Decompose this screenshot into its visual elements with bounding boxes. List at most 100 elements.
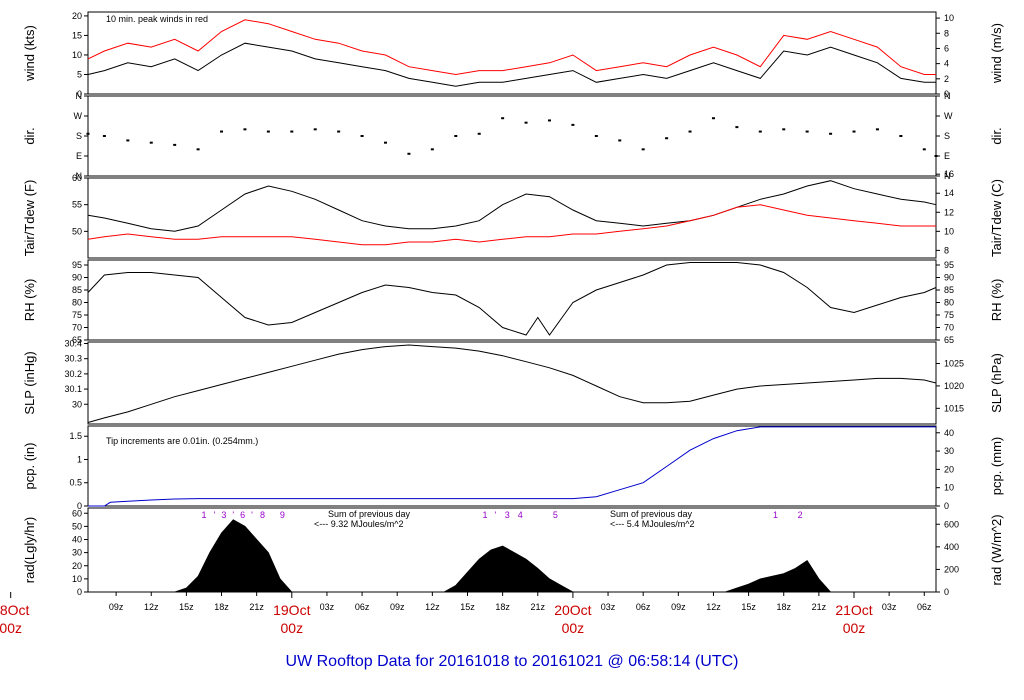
day-label-date: 18Oct (0, 602, 29, 618)
left-tick-label: 75 (72, 310, 82, 320)
direction-point (524, 121, 528, 124)
rain-tip-mark: 5 (553, 510, 558, 520)
left-axis-title: RH (%) (22, 279, 37, 322)
series-dir-0 (86, 117, 938, 157)
right-axis-title: RH (%) (989, 279, 1004, 322)
direction-point (196, 148, 200, 151)
direction-point (454, 135, 458, 137)
x-tick-label: 12z (144, 602, 159, 612)
left-tick-label: 0.5 (69, 478, 82, 488)
direction-point (571, 123, 575, 126)
right-tick-label: 1015 (944, 403, 964, 413)
right-tick-label: 85 (944, 285, 954, 295)
rain-tip-mark: 1 (483, 510, 488, 520)
rain-tip-mark: ' (495, 510, 497, 520)
right-axis-title: SLP (hPa) (989, 353, 1004, 413)
x-tick-label: 15z (741, 602, 756, 612)
right-tick-label: 200 (944, 564, 959, 574)
panel-frame-rh (87, 259, 937, 341)
left-axis-title: rad(Lgly/hr) (22, 517, 37, 583)
series-slp-0 (87, 344, 937, 423)
left-tick-label: 65 (72, 335, 82, 345)
left-tick-label: S (76, 131, 82, 141)
direction-point (360, 135, 364, 137)
right-axis-title: pcp. (mm) (989, 437, 1004, 496)
x-tick-label: 03z (320, 602, 335, 612)
left-tick-label: 60 (72, 173, 82, 183)
right-axis-title: Tair/Tdew (C) (989, 179, 1004, 257)
right-tick-label: N (944, 91, 951, 101)
left-tick-label: 80 (72, 298, 82, 308)
right-tick-label: 75 (944, 310, 954, 320)
left-tick-label: 0 (77, 587, 82, 597)
direction-point (290, 130, 294, 133)
direction-point (384, 141, 388, 144)
series-wind-1 (87, 19, 936, 76)
right-tick-label: 1020 (944, 381, 964, 391)
left-tick-label: 30.4 (64, 339, 82, 349)
left-tick-label: 55 (72, 200, 82, 210)
footer-title: UW Rooftop Data for 20161018 to 20161021… (286, 653, 739, 670)
direction-point (407, 152, 411, 155)
x-tick-label: 06z (636, 602, 651, 612)
series-wind-0 (87, 42, 936, 87)
day-label-time: 00z (281, 620, 304, 636)
right-tick-label: E (944, 151, 950, 161)
left-tick-label: N (76, 91, 83, 101)
rain-tip-mark: 6 (240, 510, 245, 520)
left-tick-label: 0 (77, 501, 82, 511)
direction-point (266, 130, 270, 133)
rain-tip-mark: 3 (505, 510, 510, 520)
rain-tip-mark: 3 (221, 510, 226, 520)
right-tick-label: 400 (944, 542, 959, 552)
right-tick-label: W (944, 111, 953, 121)
direction-point (313, 128, 317, 131)
direction-point (220, 130, 224, 133)
right-tick-label: 14 (944, 188, 954, 198)
day-label-date: 20Oct (554, 602, 591, 618)
left-tick-label: 50 (72, 226, 82, 236)
left-axis-title: SLP (inHg) (22, 351, 37, 414)
left-tick-label: 1 (77, 454, 82, 464)
right-tick-label: 10 (944, 226, 954, 236)
right-tick-label: 65 (944, 335, 954, 345)
x-tick-label: 03z (601, 602, 616, 612)
x-tick-label: 09z (109, 602, 124, 612)
rain-tip-mark: 4 (518, 510, 523, 520)
x-tick-label: 18z (495, 602, 510, 612)
left-axis-title: pcp. (in) (22, 443, 37, 490)
right-tick-label: S (944, 131, 950, 141)
day-label-time: 00z (843, 620, 866, 636)
panel-pcp: 0 0.5 1 1.5 0 10 20 30 40 pcp. (in) pcp. (mm) (22, 425, 1004, 511)
x-tick-label: 12z (425, 602, 440, 612)
right-tick-label: 10 (944, 13, 954, 23)
left-tick-label: 95 (72, 260, 82, 270)
left-axis-title: Tair/Tdew (F) (22, 180, 37, 257)
right-tick-label: 20 (944, 464, 954, 474)
left-tick-label: 30.2 (64, 369, 82, 379)
series-rad-0 (88, 519, 936, 593)
right-tick-label: 0 (944, 587, 949, 597)
left-tick-label: 1.5 (69, 431, 82, 441)
direction-point (641, 148, 645, 151)
right-tick-label: 4 (944, 59, 949, 69)
panel-frame-wind (87, 11, 937, 95)
left-axis-title: wind (kts) (22, 25, 37, 82)
right-tick-label: 6 (944, 43, 949, 53)
x-tick-label: 18z (776, 602, 791, 612)
direction-point (618, 139, 622, 142)
right-tick-label: 0 (944, 89, 949, 99)
series-pcp-0 (88, 426, 936, 507)
direction-point (547, 119, 551, 122)
x-tick-label: 03z (882, 602, 897, 612)
direction-point (758, 130, 762, 133)
left-tick-label: 30 (72, 548, 82, 558)
left-tick-label: 10 (72, 50, 82, 60)
direction-point (829, 132, 833, 135)
rain-tip-mark: ' (232, 510, 234, 520)
left-tick-label: 20 (72, 11, 82, 21)
day-label-date: 21Oct (835, 602, 872, 618)
left-tick-label: 90 (72, 273, 82, 283)
panel-temp: 50 55 60 8 10 12 14 16 Tair/Tdew (F) Tair/Tdew (C… (22, 169, 1004, 259)
